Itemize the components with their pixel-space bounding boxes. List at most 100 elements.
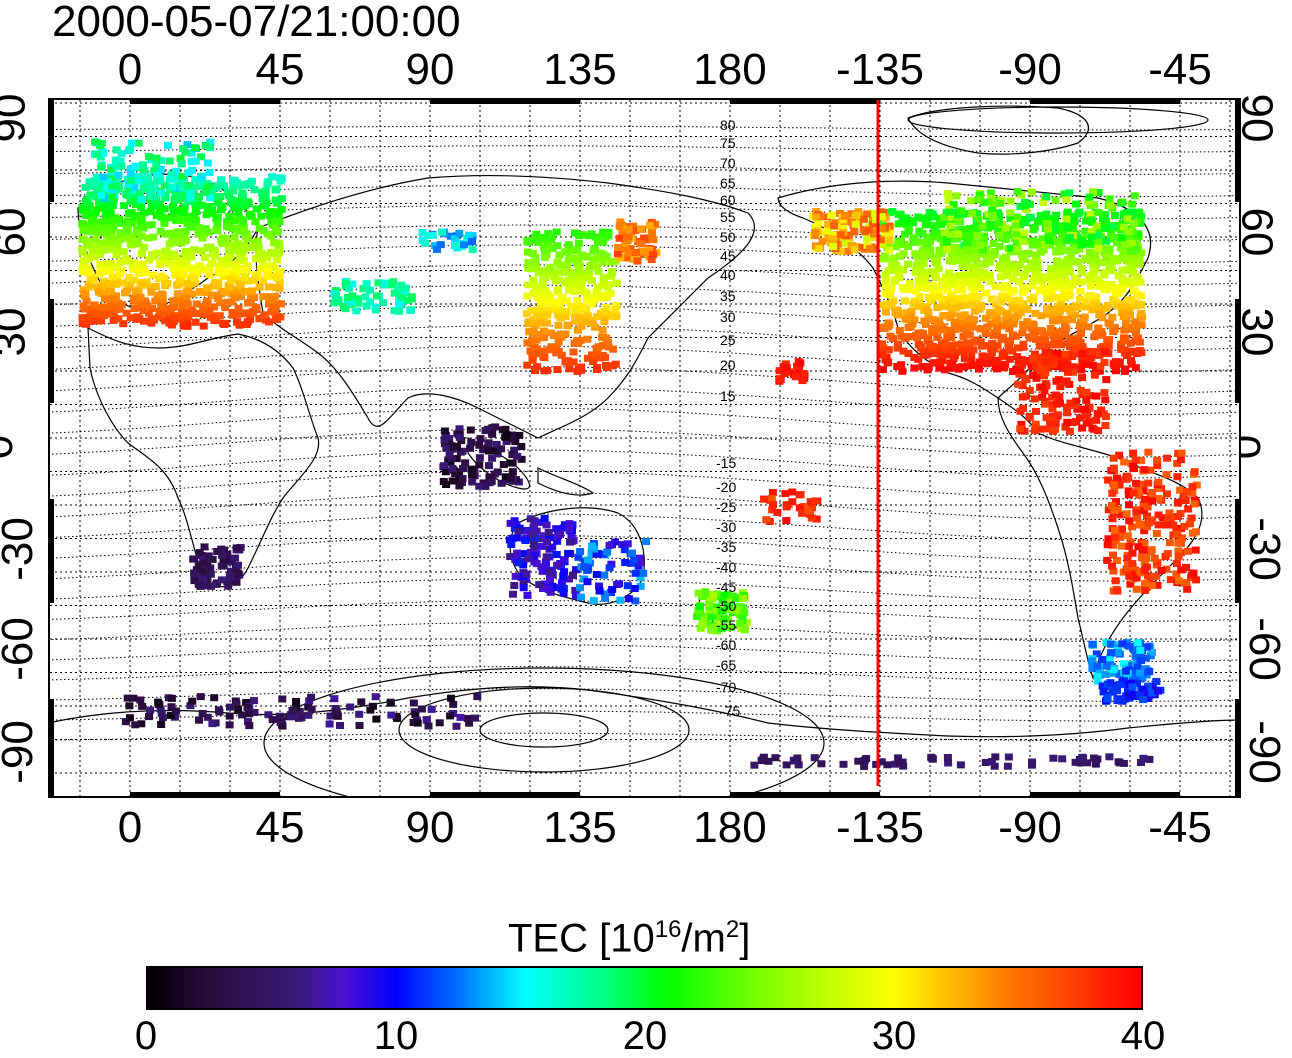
- tec-cell: [952, 304, 961, 312]
- tec-cell: [1023, 306, 1032, 313]
- tec-cell: [125, 702, 134, 710]
- tec-cell: [886, 332, 895, 340]
- tec-cell: [88, 216, 97, 224]
- tec-cell: [533, 312, 542, 320]
- tec-cell: [1187, 514, 1196, 522]
- tec-cell: [213, 227, 222, 235]
- tec-cell: [591, 233, 600, 241]
- tec-cell: [584, 274, 593, 282]
- tec-cell: [878, 324, 886, 332]
- tec-cell: [1173, 459, 1182, 467]
- tec-cell: [208, 555, 217, 563]
- tec-cell: [239, 228, 248, 236]
- tec-cell: [371, 693, 380, 701]
- bottom-lon-tick: -135: [835, 803, 925, 852]
- tec-cell: [428, 231, 437, 239]
- tec-cell: [1032, 361, 1041, 369]
- tec-cell: [939, 213, 948, 221]
- tec-cell: [243, 703, 252, 711]
- tec-cell: [712, 627, 721, 635]
- tec-cell: [584, 232, 593, 240]
- tec-cell: [1042, 193, 1051, 201]
- tec-cell: [96, 261, 105, 268]
- tec-cell: [565, 365, 574, 373]
- contour-label: 60: [720, 192, 736, 208]
- tec-cell: [1135, 692, 1144, 700]
- tec-cell: [557, 579, 566, 587]
- tec-cell: [919, 253, 928, 261]
- tec-cell: [574, 239, 583, 247]
- tec-cell: [629, 222, 637, 230]
- tec-cell: [229, 187, 238, 195]
- tec-cell: [519, 550, 527, 558]
- tec-cell: [257, 212, 266, 220]
- tec-cell: [553, 537, 562, 545]
- tec-cell: [592, 263, 601, 271]
- tec-cell: [995, 242, 1004, 250]
- tec-cell: [975, 292, 984, 300]
- tec-cell: [643, 248, 652, 256]
- tec-cell: [406, 307, 415, 314]
- tec-cell: [905, 280, 914, 287]
- tec-cell: [1132, 509, 1141, 517]
- tec-cell: [956, 317, 965, 325]
- tec-cell: [371, 306, 380, 314]
- tec-cell: [1125, 303, 1134, 311]
- tec-cell: [624, 233, 633, 241]
- tec-cell: [523, 237, 532, 245]
- tec-cell: [720, 615, 729, 623]
- tec-cell: [154, 700, 163, 708]
- tec-cell: [193, 269, 202, 277]
- tec-cell: [977, 303, 986, 310]
- tec-cell: [234, 304, 243, 312]
- tec-cell: [178, 172, 187, 180]
- tec-cell: [1022, 206, 1031, 213]
- tec-cell: [1022, 358, 1031, 366]
- tec-cell: [1136, 669, 1144, 677]
- tec-cell: [999, 352, 1008, 360]
- tec-cell: [527, 265, 536, 273]
- tec-cell: [569, 348, 578, 356]
- tec-cell: [152, 154, 161, 162]
- tec-cell: [220, 287, 229, 295]
- tec-cell: [881, 214, 890, 222]
- tec-cell: [540, 367, 549, 375]
- tec-cell: [637, 248, 646, 255]
- tec-cell: [186, 221, 195, 229]
- tec-cell: [1137, 759, 1145, 766]
- tec-cell: [109, 316, 118, 324]
- tec-cell: [1058, 755, 1067, 763]
- tec-cell: [225, 571, 234, 579]
- tec-cell: [441, 468, 450, 476]
- tec-cell: [828, 231, 837, 239]
- tec-cell: [491, 423, 500, 431]
- tec-cell: [1020, 254, 1029, 262]
- tec-cell: [961, 348, 970, 356]
- tec-cell: [130, 183, 139, 191]
- tec-cell: [981, 330, 990, 338]
- tec-cell: [1025, 387, 1034, 394]
- contour-line: [48, 366, 1239, 394]
- tec-cell: [1064, 368, 1072, 376]
- tec-cell: [160, 219, 169, 227]
- tec-cell: [1152, 678, 1161, 685]
- tec-cell: [227, 567, 235, 575]
- tec-cell: [1103, 541, 1112, 549]
- tec-cell: [1154, 485, 1163, 492]
- tec-cell: [717, 625, 726, 633]
- tec-cell: [540, 327, 548, 335]
- tec-cell: [532, 261, 541, 269]
- tec-cell: [963, 339, 972, 347]
- tec-cell: [394, 307, 403, 315]
- colorbar-tick: 40: [1120, 1014, 1166, 1058]
- tec-cell: [594, 267, 603, 275]
- tec-cell: [401, 289, 410, 296]
- tec-cell: [120, 202, 129, 210]
- tec-cell: [260, 311, 269, 319]
- tec-cell: [982, 289, 991, 297]
- tec-cell: [157, 157, 166, 165]
- tec-cell: [921, 221, 930, 229]
- tec-cell: [967, 278, 975, 286]
- tec-cell: [982, 250, 991, 258]
- tec-cell: [1144, 519, 1153, 527]
